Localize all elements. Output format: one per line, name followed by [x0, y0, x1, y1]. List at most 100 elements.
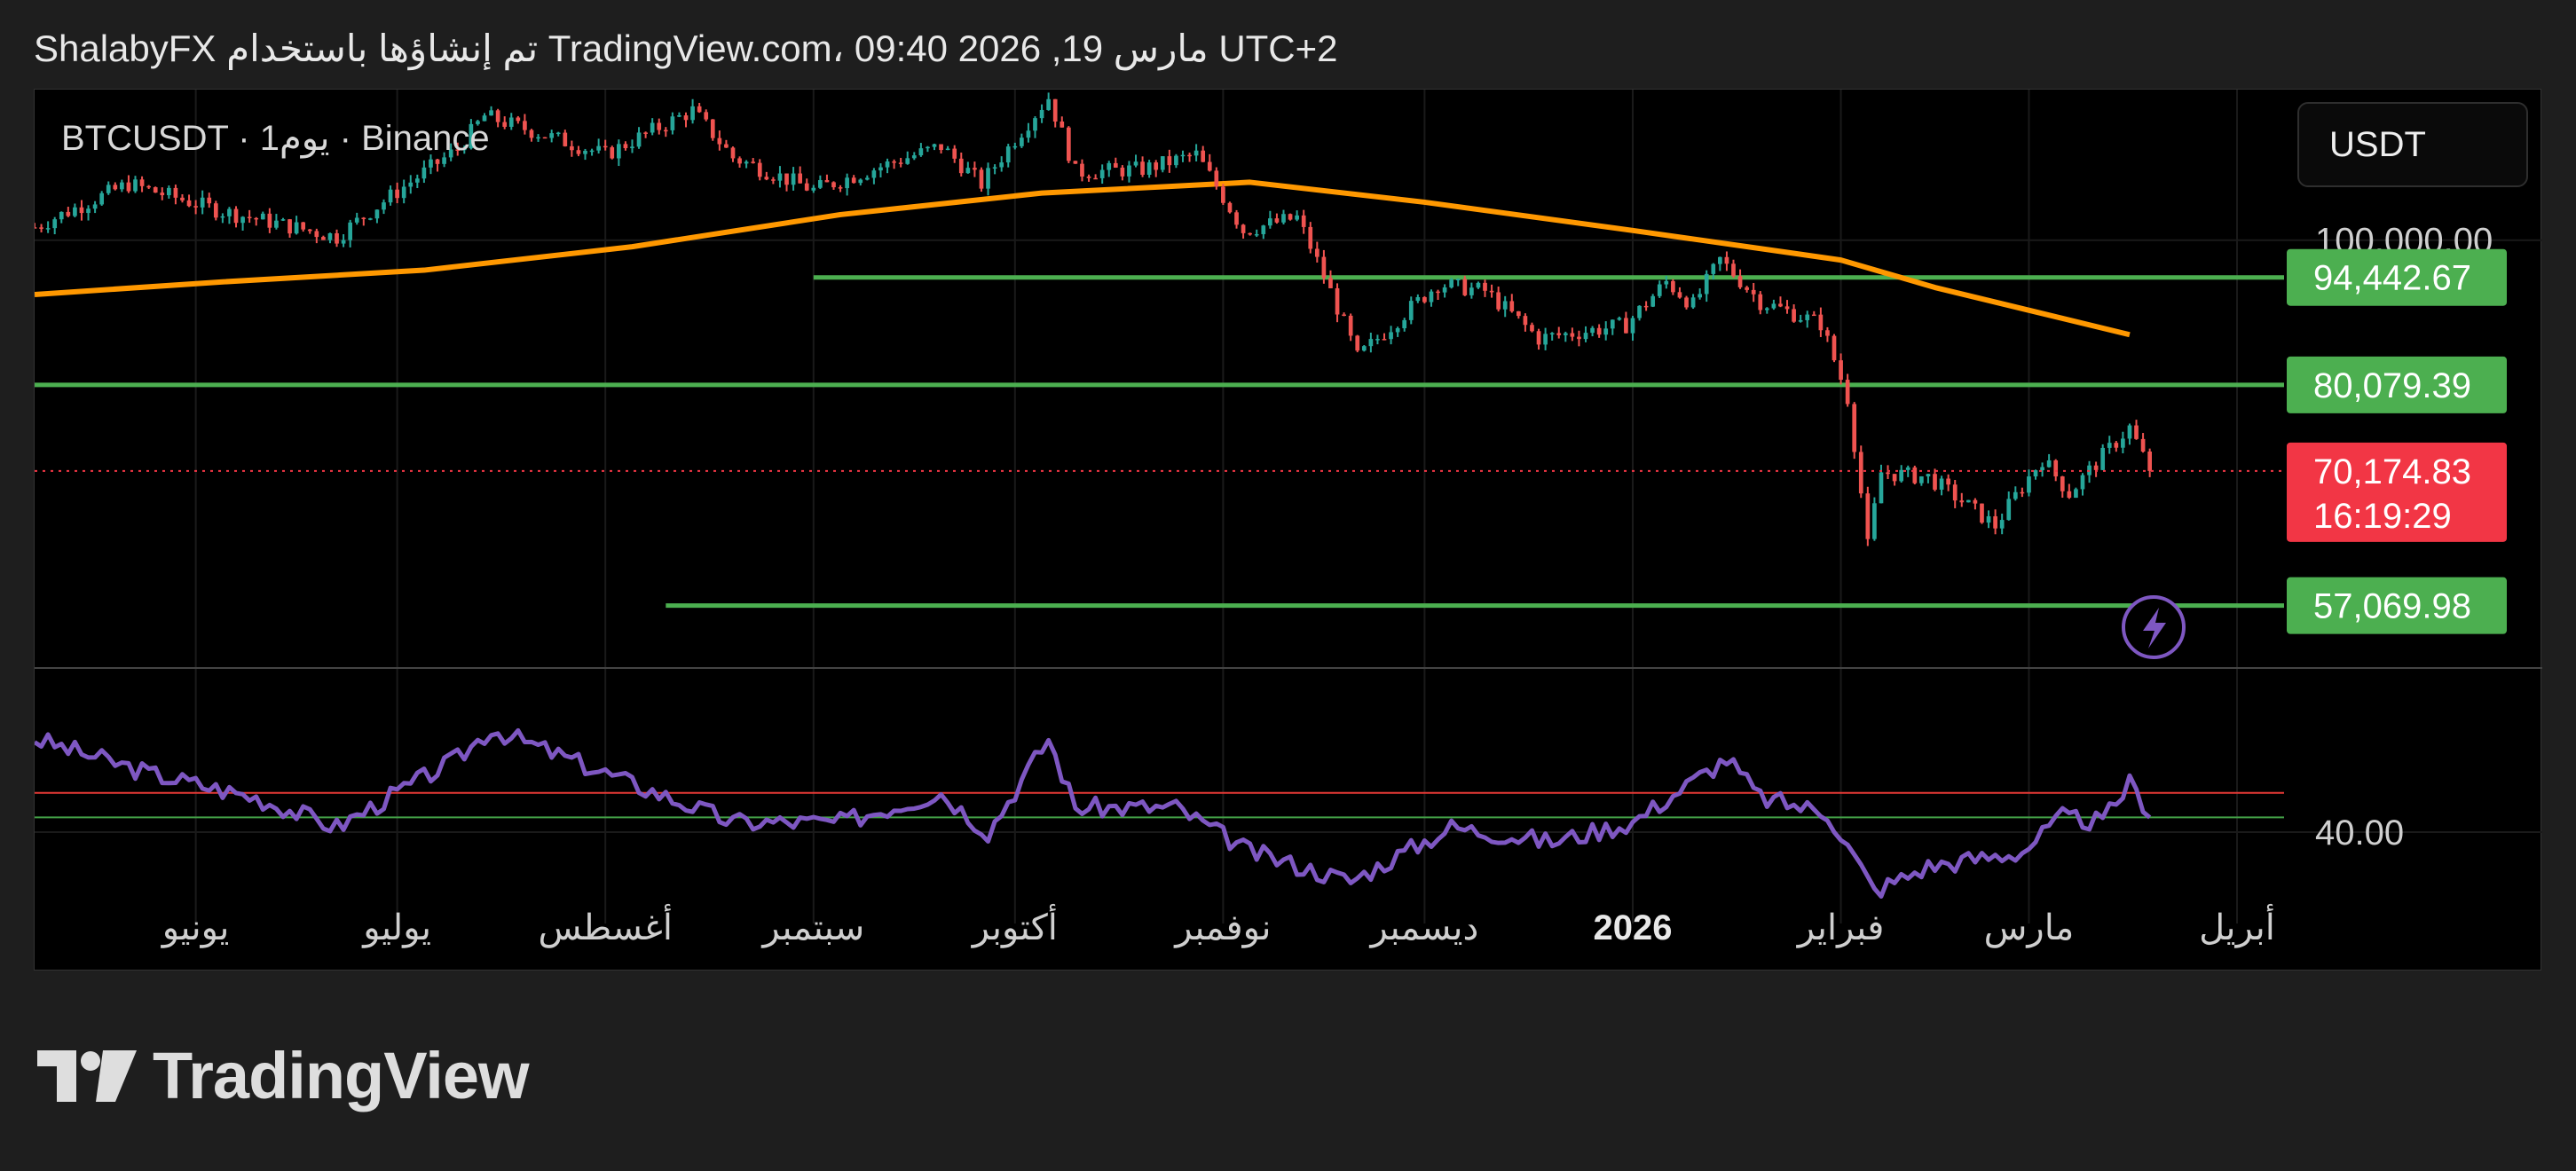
- candle-body: [1214, 170, 1219, 187]
- candle-body: [482, 115, 487, 122]
- candle: [139, 176, 145, 193]
- candle-body: [461, 148, 467, 151]
- candle-body: [1516, 310, 1521, 317]
- candle: [2093, 461, 2099, 477]
- candle-body: [1523, 316, 1528, 326]
- candle: [1348, 313, 1353, 342]
- candle-body: [1530, 325, 1534, 332]
- rsi-tick-label: 40.00: [2315, 813, 2404, 853]
- candle-body: [623, 144, 628, 148]
- candle: [858, 178, 863, 186]
- candle: [1577, 330, 1581, 347]
- candle: [421, 160, 427, 184]
- candle: [1664, 275, 1669, 289]
- currency-button[interactable]: USDT: [2297, 102, 2528, 187]
- candle: [831, 181, 836, 190]
- candle-body: [2093, 465, 2099, 470]
- alert-lightning-icon[interactable]: [2122, 595, 2186, 659]
- price-chart[interactable]: 100,000.0040.0094,442.6780,079.3957,069.…: [35, 90, 2542, 971]
- candle: [1690, 294, 1696, 310]
- candle-body: [549, 133, 555, 138]
- candle: [1993, 509, 1997, 535]
- candle: [663, 127, 668, 138]
- candle-body: [1731, 263, 1736, 277]
- candle-body: [1758, 294, 1763, 310]
- candle: [2080, 473, 2085, 496]
- candle: [1811, 310, 1816, 317]
- candle: [120, 179, 124, 193]
- time-tick-label: ديسمبر: [1368, 908, 1478, 948]
- candle: [382, 199, 386, 215]
- candle: [1563, 331, 1568, 342]
- candle-body: [348, 222, 353, 240]
- symbol-label[interactable]: BTCUSDT · 1يوم · Binance: [61, 119, 490, 158]
- candle-body: [1436, 291, 1440, 294]
- candle: [1643, 301, 1649, 311]
- candle-body: [1986, 515, 1991, 523]
- candle-body: [1489, 290, 1494, 293]
- candle-body: [388, 189, 393, 203]
- level-badge-bg: [2287, 577, 2507, 634]
- level-price-badge: 57,069.98: [2287, 577, 2507, 634]
- candle: [1052, 98, 1058, 128]
- candle: [623, 141, 628, 151]
- candle-body: [1965, 499, 1971, 503]
- candle-body: [1254, 233, 1259, 236]
- candle-body: [1146, 162, 1152, 176]
- candle: [1174, 153, 1178, 169]
- candle: [1671, 279, 1675, 295]
- candle-body: [442, 157, 446, 164]
- candle: [1523, 313, 1528, 332]
- candle: [878, 163, 883, 178]
- candle: [1113, 157, 1118, 169]
- candle-body: [523, 121, 527, 130]
- candle: [1073, 161, 1078, 164]
- candle-body: [2027, 476, 2031, 493]
- candle-body: [1737, 276, 1743, 287]
- candle: [1771, 299, 1776, 310]
- candle-body: [1133, 161, 1138, 166]
- candle: [1536, 328, 1541, 350]
- candle-body: [1630, 318, 1635, 334]
- candle-body: [435, 159, 440, 164]
- candle-body: [636, 132, 642, 147]
- candle-body: [1711, 263, 1716, 274]
- candle: [1986, 510, 1991, 529]
- candle: [939, 144, 943, 154]
- candle: [965, 161, 971, 174]
- candle-body: [368, 218, 373, 220]
- candle: [1980, 503, 1984, 524]
- candle: [2147, 448, 2153, 477]
- candle-body: [596, 145, 601, 151]
- candle-body: [1483, 282, 1487, 291]
- candle: [2074, 487, 2078, 499]
- candle-body: [1120, 167, 1125, 177]
- candle: [1193, 144, 1199, 161]
- candle-body: [697, 106, 702, 113]
- candle-body: [260, 213, 265, 220]
- candle: [596, 138, 601, 154]
- candle: [610, 145, 615, 160]
- candle-body: [918, 148, 924, 156]
- time-tick-label: أبريل: [2199, 903, 2275, 948]
- candle-body: [1335, 287, 1340, 315]
- candle-body: [2033, 470, 2038, 477]
- tradingview-logo-icon: [37, 1049, 137, 1102]
- candle: [99, 191, 105, 206]
- candle-body: [2067, 491, 2072, 499]
- candle: [804, 178, 809, 192]
- candle: [1288, 213, 1293, 221]
- candle-body: [1792, 309, 1796, 322]
- candle: [1180, 150, 1186, 162]
- candle-body: [1073, 161, 1078, 164]
- candle-body: [529, 130, 534, 138]
- candle: [1402, 318, 1407, 332]
- candle: [288, 218, 292, 238]
- candle-body: [757, 162, 762, 177]
- candle: [2027, 469, 2031, 497]
- candle-body: [280, 219, 286, 221]
- candle-body: [1429, 291, 1434, 303]
- candle-body: [66, 211, 71, 216]
- chart-frame[interactable]: 100,000.00 40.00 94,442.67 80,079.39 57,069.…: [34, 89, 2542, 971]
- candle: [1825, 326, 1830, 342]
